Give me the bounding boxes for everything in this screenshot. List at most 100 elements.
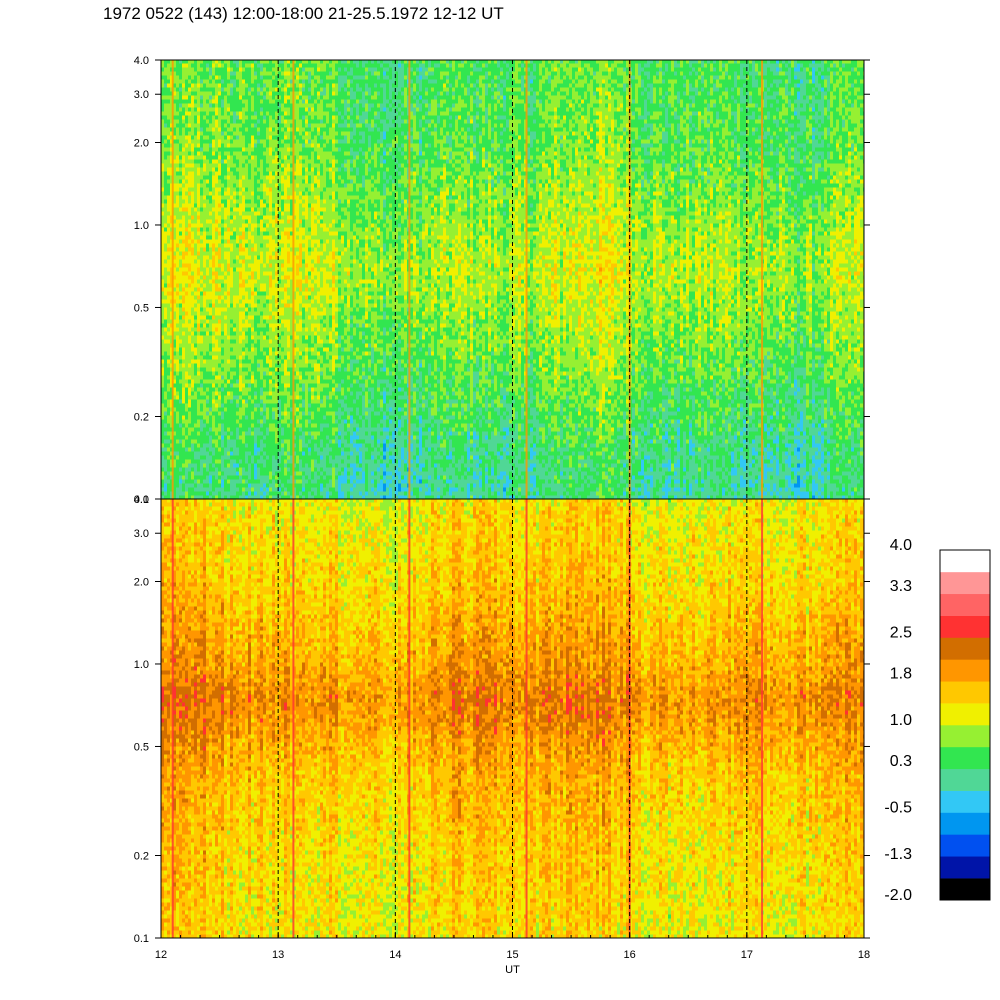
heatmap-cell bbox=[794, 491, 798, 496]
heatmap-cell bbox=[542, 479, 546, 484]
heatmap-cell bbox=[725, 487, 729, 492]
heatmap-cell bbox=[464, 423, 468, 428]
heatmap-cell bbox=[482, 427, 486, 432]
heatmap-cell bbox=[521, 451, 525, 456]
heatmap-cell bbox=[686, 431, 690, 436]
heatmap-cell bbox=[476, 431, 480, 436]
heatmap-cell bbox=[728, 427, 732, 432]
heatmap-cell bbox=[455, 491, 459, 496]
heatmap-cell bbox=[218, 495, 222, 499]
heatmap-cell bbox=[818, 467, 822, 472]
heatmap-cell bbox=[527, 455, 531, 460]
heatmap-cell bbox=[767, 471, 771, 476]
heatmap-cell bbox=[539, 447, 543, 452]
heatmap-cell bbox=[281, 427, 285, 432]
heatmap-cell bbox=[185, 415, 189, 420]
heatmap-cell bbox=[635, 479, 639, 484]
heatmap-cell bbox=[809, 427, 813, 432]
heatmap-cell bbox=[341, 459, 345, 464]
heatmap-cell bbox=[191, 419, 195, 424]
heatmap-cell bbox=[458, 487, 462, 492]
heatmap-cell bbox=[293, 487, 297, 492]
heatmap-cell bbox=[578, 431, 582, 436]
heatmap-cell bbox=[629, 419, 633, 424]
heatmap-cell bbox=[560, 439, 564, 444]
heatmap-cell bbox=[797, 471, 801, 476]
heatmap-cell bbox=[836, 467, 840, 472]
heatmap-cell bbox=[638, 439, 642, 444]
heatmap-cell bbox=[452, 439, 456, 444]
heatmap-cell bbox=[491, 479, 495, 484]
heatmap-cell bbox=[551, 495, 555, 499]
heatmap-cell bbox=[209, 415, 213, 420]
heatmap-cell bbox=[269, 451, 273, 456]
heatmap-cell bbox=[338, 471, 342, 476]
heatmap-cell bbox=[275, 431, 279, 436]
heatmap-cell bbox=[425, 431, 429, 436]
heatmap-cell bbox=[473, 483, 477, 488]
heatmap-cell bbox=[605, 451, 609, 456]
heatmap-cell bbox=[596, 419, 600, 424]
heatmap-cell bbox=[419, 419, 423, 424]
heatmap-cell bbox=[830, 479, 834, 484]
heatmap-cell bbox=[743, 435, 747, 440]
heatmap-cell bbox=[551, 431, 555, 436]
heatmap-cell bbox=[518, 467, 522, 472]
heatmap-cell bbox=[434, 427, 438, 432]
heatmap-cell bbox=[449, 483, 453, 488]
heatmap-cell bbox=[212, 479, 216, 484]
heatmap-cell bbox=[494, 459, 498, 464]
heatmap-cell bbox=[830, 431, 834, 436]
heatmap-cell bbox=[680, 447, 684, 452]
heatmap-cell bbox=[194, 415, 198, 420]
heatmap-cell bbox=[728, 447, 732, 452]
heatmap-cell bbox=[311, 423, 315, 428]
heatmap-cell bbox=[260, 455, 264, 460]
heatmap-cell bbox=[719, 475, 723, 480]
heatmap-cell bbox=[737, 423, 741, 428]
heatmap-cell bbox=[620, 423, 624, 428]
heatmap-cell bbox=[710, 491, 714, 496]
heatmap-cell bbox=[215, 459, 219, 464]
heatmap-cell bbox=[746, 451, 750, 456]
heatmap-cell bbox=[581, 423, 585, 428]
heatmap-cell bbox=[854, 423, 858, 428]
heatmap-cell bbox=[311, 455, 315, 460]
heatmap-cell bbox=[602, 427, 606, 432]
heatmap-cell bbox=[515, 455, 519, 460]
heatmap-cell bbox=[800, 431, 804, 436]
heatmap-cell bbox=[173, 451, 177, 456]
heatmap-cell bbox=[404, 419, 408, 424]
heatmap-cell bbox=[221, 475, 225, 480]
heatmap-cell bbox=[731, 467, 735, 472]
heatmap-cell bbox=[266, 447, 270, 452]
heatmap-cell bbox=[416, 487, 420, 492]
heatmap-cell bbox=[563, 447, 567, 452]
heatmap-cell bbox=[275, 447, 279, 452]
heatmap-cell bbox=[677, 459, 681, 464]
heatmap-cell bbox=[167, 423, 171, 428]
heatmap-cell bbox=[395, 455, 399, 460]
heatmap-cell bbox=[614, 487, 618, 492]
heatmap-cell bbox=[410, 419, 414, 424]
heatmap-cell bbox=[242, 427, 246, 432]
heatmap-cell bbox=[302, 455, 306, 460]
heatmap-cell bbox=[806, 463, 810, 468]
heatmap-cell bbox=[554, 475, 558, 480]
heatmap-cell bbox=[272, 459, 276, 464]
heatmap-cell bbox=[500, 483, 504, 488]
heatmap-cell bbox=[377, 447, 381, 452]
heatmap-cell bbox=[296, 455, 300, 460]
heatmap-cell bbox=[725, 495, 729, 499]
heatmap-cell bbox=[755, 483, 759, 488]
heatmap-cell bbox=[314, 491, 318, 496]
heatmap-cell bbox=[857, 475, 861, 480]
heatmap-cell bbox=[479, 447, 483, 452]
heatmap-cell bbox=[338, 443, 342, 448]
heatmap-cell bbox=[818, 423, 822, 428]
heatmap-cell bbox=[821, 459, 825, 464]
heatmap-cell bbox=[734, 471, 738, 476]
heatmap-cell bbox=[458, 423, 462, 428]
heatmap-cell bbox=[590, 471, 594, 476]
heatmap-cell bbox=[320, 475, 324, 480]
